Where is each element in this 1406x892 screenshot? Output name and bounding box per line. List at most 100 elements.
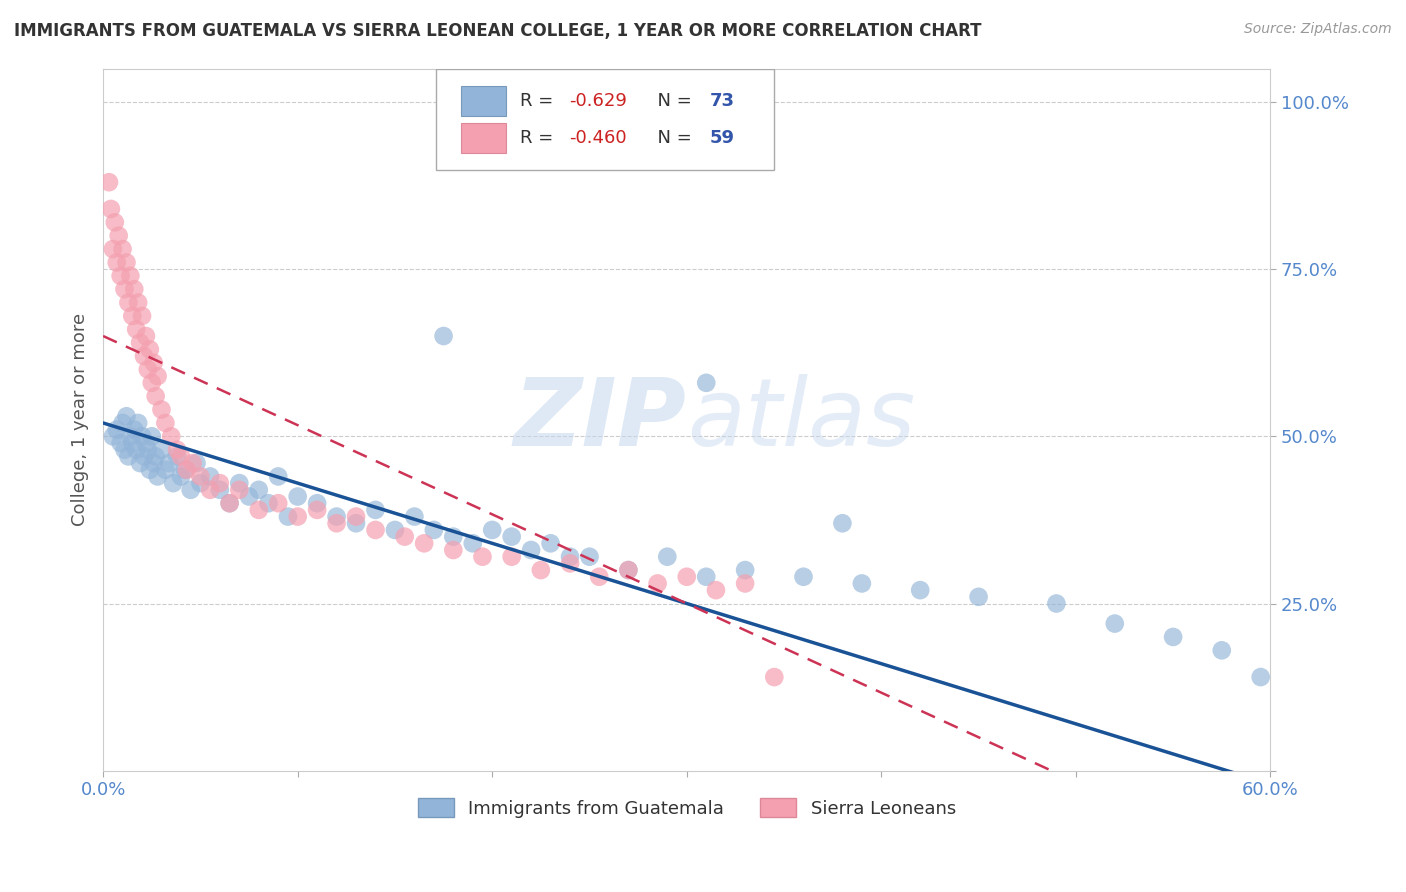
Point bbox=[578, 549, 600, 564]
Point bbox=[404, 509, 426, 524]
Point bbox=[122, 282, 145, 296]
Point bbox=[441, 530, 464, 544]
Point bbox=[344, 509, 367, 524]
Text: Source: ZipAtlas.com: Source: ZipAtlas.com bbox=[1244, 22, 1392, 37]
Point bbox=[141, 429, 163, 443]
Point bbox=[170, 469, 193, 483]
Point bbox=[166, 442, 188, 457]
Point bbox=[1250, 670, 1272, 684]
Bar bbox=[461, 123, 506, 153]
Point bbox=[110, 268, 132, 283]
Point bbox=[501, 530, 523, 544]
Point bbox=[588, 570, 610, 584]
Point bbox=[104, 215, 127, 229]
Point bbox=[413, 536, 436, 550]
Point bbox=[520, 543, 543, 558]
Point bbox=[277, 509, 299, 524]
Point bbox=[166, 450, 188, 464]
Point bbox=[155, 463, 177, 477]
Point bbox=[1161, 630, 1184, 644]
Point bbox=[657, 549, 679, 564]
Point bbox=[190, 476, 212, 491]
Point bbox=[132, 349, 155, 363]
Point bbox=[501, 549, 523, 564]
Point bbox=[1211, 643, 1233, 657]
Point bbox=[101, 242, 124, 256]
Point bbox=[540, 536, 562, 550]
Legend: Immigrants from Guatemala, Sierra Leoneans: Immigrants from Guatemala, Sierra Leonea… bbox=[411, 791, 963, 825]
Point bbox=[117, 295, 139, 310]
Point bbox=[122, 423, 145, 437]
Point bbox=[908, 583, 931, 598]
Point bbox=[190, 469, 212, 483]
Point bbox=[257, 496, 280, 510]
Text: 73: 73 bbox=[710, 92, 735, 110]
Point bbox=[111, 242, 134, 256]
Text: R =: R = bbox=[520, 92, 558, 110]
Point bbox=[364, 523, 387, 537]
Point bbox=[307, 496, 329, 510]
Point bbox=[141, 376, 163, 390]
Point bbox=[617, 563, 640, 577]
Point bbox=[198, 469, 221, 483]
Point bbox=[170, 450, 193, 464]
FancyBboxPatch shape bbox=[436, 69, 775, 170]
Text: N =: N = bbox=[645, 129, 697, 147]
Point bbox=[208, 476, 231, 491]
Point bbox=[142, 356, 165, 370]
Point bbox=[675, 570, 697, 584]
Point bbox=[792, 570, 814, 584]
Point bbox=[186, 456, 208, 470]
Point bbox=[125, 442, 148, 457]
Point bbox=[107, 228, 129, 243]
Point bbox=[287, 490, 309, 504]
Point bbox=[198, 483, 221, 497]
Point bbox=[384, 523, 406, 537]
Text: atlas: atlas bbox=[686, 374, 915, 465]
Y-axis label: College, 1 year or more: College, 1 year or more bbox=[72, 313, 89, 526]
Point bbox=[228, 476, 250, 491]
Point bbox=[139, 463, 162, 477]
Point bbox=[734, 576, 756, 591]
Point bbox=[101, 429, 124, 443]
Point bbox=[394, 530, 416, 544]
Point bbox=[117, 450, 139, 464]
Text: R =: R = bbox=[520, 129, 558, 147]
Point bbox=[247, 483, 270, 497]
Point bbox=[136, 442, 159, 457]
Point bbox=[851, 576, 873, 591]
Point bbox=[647, 576, 669, 591]
Point bbox=[247, 503, 270, 517]
Text: -0.460: -0.460 bbox=[569, 129, 627, 147]
Text: ZIP: ZIP bbox=[513, 374, 686, 466]
Point bbox=[150, 402, 173, 417]
Point bbox=[129, 335, 152, 350]
Point bbox=[558, 557, 581, 571]
Point bbox=[132, 450, 155, 464]
Point bbox=[115, 409, 138, 424]
Point bbox=[432, 329, 454, 343]
Point bbox=[162, 476, 184, 491]
Point bbox=[267, 496, 290, 510]
Point bbox=[157, 456, 180, 470]
Point bbox=[238, 490, 260, 504]
Point bbox=[100, 202, 122, 216]
Point bbox=[218, 496, 240, 510]
Point bbox=[471, 549, 494, 564]
Point bbox=[180, 483, 202, 497]
Point bbox=[135, 329, 157, 343]
Point bbox=[307, 503, 329, 517]
Point bbox=[967, 590, 990, 604]
Point bbox=[114, 442, 136, 457]
Point bbox=[228, 483, 250, 497]
Point bbox=[530, 563, 553, 577]
Point bbox=[127, 416, 149, 430]
Point bbox=[695, 570, 717, 584]
Point bbox=[105, 255, 128, 269]
Point bbox=[135, 436, 157, 450]
Point bbox=[139, 343, 162, 357]
Point bbox=[114, 282, 136, 296]
Point bbox=[131, 309, 153, 323]
Point bbox=[146, 469, 169, 483]
Text: IMMIGRANTS FROM GUATEMALA VS SIERRA LEONEAN COLLEGE, 1 YEAR OR MORE CORRELATION : IMMIGRANTS FROM GUATEMALA VS SIERRA LEON… bbox=[14, 22, 981, 40]
